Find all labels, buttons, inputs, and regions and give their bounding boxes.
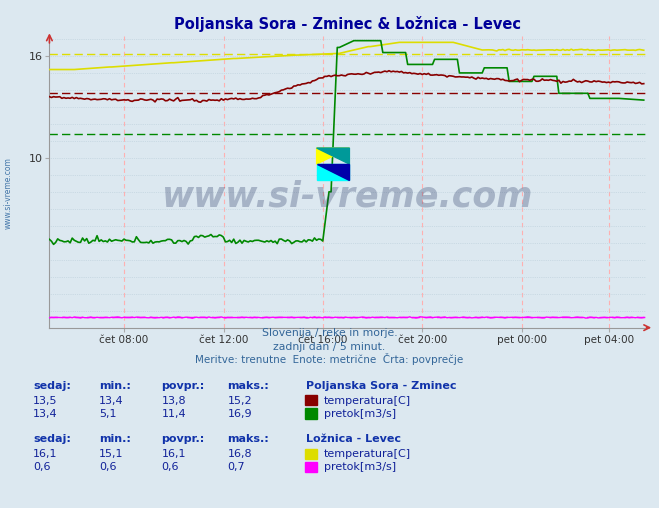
- Text: Meritve: trenutne  Enote: metrične  Črta: povprečje: Meritve: trenutne Enote: metrične Črta: …: [195, 353, 464, 365]
- Text: 0,6: 0,6: [161, 462, 179, 472]
- Text: temperatura[C]: temperatura[C]: [324, 449, 411, 459]
- Polygon shape: [316, 164, 349, 180]
- Text: 13,5: 13,5: [33, 396, 57, 406]
- Text: Poljanska Sora - Zminec: Poljanska Sora - Zminec: [306, 380, 457, 391]
- Text: temperatura[C]: temperatura[C]: [324, 396, 411, 406]
- Text: povpr.:: povpr.:: [161, 380, 205, 391]
- Text: 0,6: 0,6: [99, 462, 117, 472]
- Text: pretok[m3/s]: pretok[m3/s]: [324, 409, 395, 419]
- Title: Poljanska Sora - Zminec & Ložnica - Levec: Poljanska Sora - Zminec & Ložnica - Leve…: [174, 16, 521, 31]
- Text: sedaj:: sedaj:: [33, 380, 71, 391]
- Polygon shape: [316, 164, 349, 180]
- Text: sedaj:: sedaj:: [33, 434, 71, 444]
- Text: 13,4: 13,4: [33, 409, 57, 419]
- Text: 11,4: 11,4: [161, 409, 186, 419]
- Text: 16,1: 16,1: [33, 449, 57, 459]
- Text: zadnji dan / 5 minut.: zadnji dan / 5 minut.: [273, 341, 386, 352]
- Text: min.:: min.:: [99, 434, 130, 444]
- Text: povpr.:: povpr.:: [161, 434, 205, 444]
- Text: 0,7: 0,7: [227, 462, 245, 472]
- Text: www.si-vreme.com: www.si-vreme.com: [4, 157, 13, 229]
- Text: 13,8: 13,8: [161, 396, 186, 406]
- Polygon shape: [316, 148, 349, 164]
- Text: maks.:: maks.:: [227, 434, 269, 444]
- Text: Ložnica - Levec: Ložnica - Levec: [306, 434, 401, 444]
- Text: 15,2: 15,2: [227, 396, 252, 406]
- Text: 15,1: 15,1: [99, 449, 123, 459]
- Text: 16,9: 16,9: [227, 409, 252, 419]
- Text: 16,1: 16,1: [161, 449, 186, 459]
- Polygon shape: [316, 148, 349, 164]
- Text: min.:: min.:: [99, 380, 130, 391]
- Text: Slovenija / reke in morje.: Slovenija / reke in morje.: [262, 328, 397, 338]
- Text: 13,4: 13,4: [99, 396, 123, 406]
- Text: 5,1: 5,1: [99, 409, 117, 419]
- Text: pretok[m3/s]: pretok[m3/s]: [324, 462, 395, 472]
- Text: maks.:: maks.:: [227, 380, 269, 391]
- Text: www.si-vreme.com: www.si-vreme.com: [162, 179, 533, 213]
- Text: 16,8: 16,8: [227, 449, 252, 459]
- Text: 0,6: 0,6: [33, 462, 51, 472]
